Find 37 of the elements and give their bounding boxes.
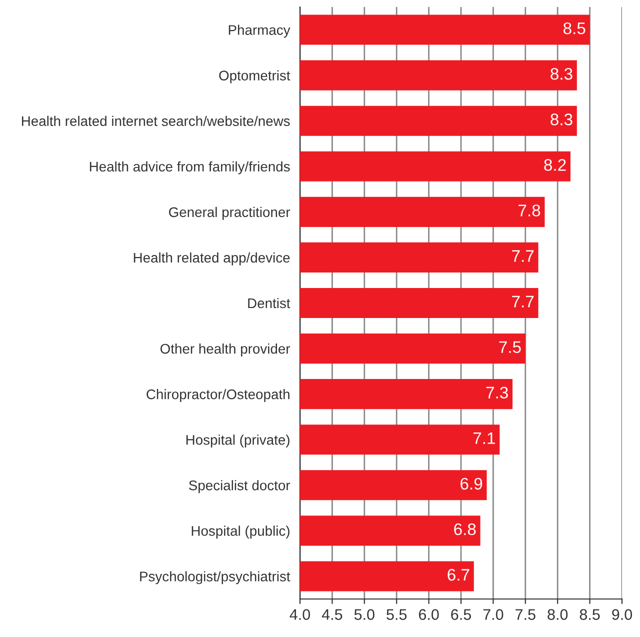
x-tick-label: 7.0 xyxy=(483,609,504,620)
y-tick-label: Health advice from family/friends xyxy=(90,161,290,174)
data-label: 7.1 xyxy=(473,432,495,444)
data-label: 7.8 xyxy=(518,204,540,216)
y-tick-label: Pharmacy xyxy=(228,24,290,38)
data-label: 8.3 xyxy=(550,68,572,80)
data-label: 8.2 xyxy=(544,159,566,171)
x-tick-label: 4.0 xyxy=(290,609,310,620)
y-tick-label: Other health provider xyxy=(160,344,290,356)
y-tick-label: Dentist xyxy=(248,298,290,308)
y-tick-label: Specialist doctor xyxy=(189,480,290,494)
y-tick-label: Health related internet search/website/news xyxy=(22,116,290,126)
x-tick-label: 8.5 xyxy=(580,609,600,620)
data-label: 7.7 xyxy=(512,250,534,262)
y-tick-label: Psychologist/psychiatrist xyxy=(140,571,290,584)
data-label: 7.3 xyxy=(486,386,508,399)
data-label: 7.7 xyxy=(512,296,534,308)
x-tick-label: 4.5 xyxy=(322,609,342,620)
x-tick-label: 5.0 xyxy=(354,609,374,620)
y-tick-label: General practitioner xyxy=(169,206,290,220)
data-label: 8.3 xyxy=(550,114,572,126)
x-tick-label: 7.5 xyxy=(516,609,536,620)
y-tick-label: Hospital (public) xyxy=(192,526,290,539)
data-label: 8.5 xyxy=(563,22,586,34)
data-label: 7.5 xyxy=(499,341,521,354)
x-tick-label: 6.5 xyxy=(451,609,471,620)
y-tick-label: Health related app/device xyxy=(134,252,290,266)
y-tick-label: Optometrist xyxy=(219,70,290,84)
x-tick-label: 6.0 xyxy=(418,609,439,620)
data-label: 6.8 xyxy=(454,523,476,536)
data-label: 6.9 xyxy=(460,478,482,490)
x-tick-label: 9.0 xyxy=(612,609,632,620)
x-tick-label: 8.0 xyxy=(548,609,568,620)
x-tick-label: 5.5 xyxy=(386,609,407,620)
y-tick-label: Chiropractor/Osteopath xyxy=(146,389,290,402)
y-tick-label: Hospital (private) xyxy=(186,434,290,448)
data-label: 6.7 xyxy=(448,568,470,581)
